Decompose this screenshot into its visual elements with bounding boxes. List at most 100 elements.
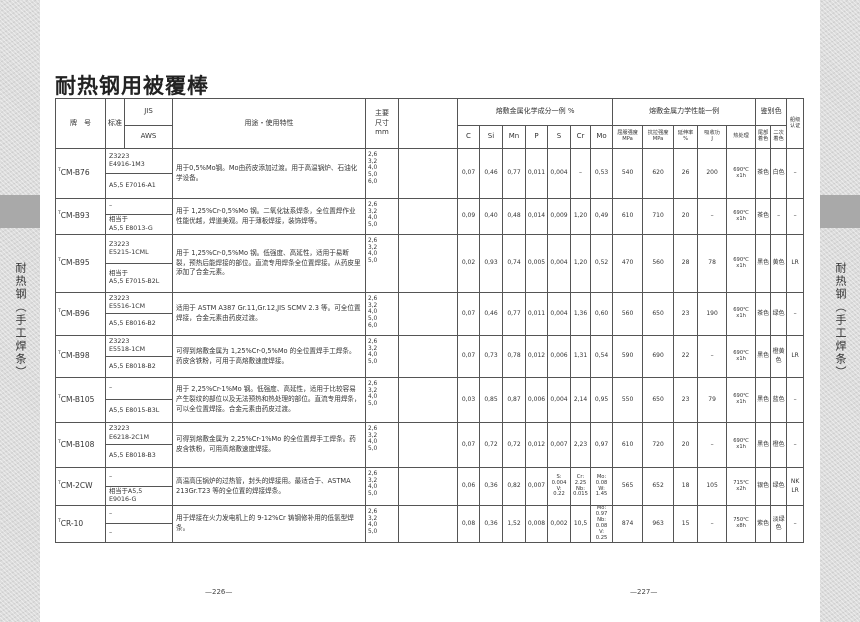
usage-text: 用于 1,25%Cr-0,5%Mo 钢。二氧化钛系焊条，全位置焊作业性能优越，焊… [172, 198, 366, 235]
class-cert: NK LR [786, 467, 805, 506]
chem-p: 0,012 [525, 422, 548, 468]
jis-standard: Z3223 E5516-1CM [105, 292, 173, 314]
mech-yield: 590 [612, 335, 644, 378]
chem-mn: 0,77 [502, 148, 526, 199]
chem-mo: 0,49 [589, 198, 614, 235]
mech-impact: 200 [697, 148, 728, 199]
chem-mo: 0,97 [589, 422, 614, 468]
brand-name: CM-B96 [60, 308, 90, 318]
brand-cell: TCR-10 [55, 505, 106, 543]
header-usage: 用途・使用特性 [172, 98, 366, 149]
size-list: 2,6 3,2 4,0 5,0 [365, 198, 399, 235]
header-c: C [457, 125, 480, 149]
usage-text: 用于 2,25%Cr-1%Mo 钢。低强度、高延性，适用于比较容易产生裂纹的部位… [172, 377, 366, 423]
blank-cell [398, 198, 458, 235]
chem-s: 0,009 [547, 198, 571, 235]
second-color: 蓝色 [770, 377, 788, 423]
header-impact: 吸收功 J [697, 125, 728, 149]
mech-tensile: 690 [642, 335, 675, 378]
class-cert: – [786, 422, 805, 468]
chem-s: 0,004 [547, 292, 571, 336]
chem-p: 0,008 [525, 505, 548, 543]
chem-si: 0,73 [479, 335, 503, 378]
aws-standard: 相当于 A5,5 E8013-G [105, 214, 173, 235]
aws-standard: A5,5 E8018-B3 [105, 444, 173, 468]
aws-standard: A5,5 E8016-B2 [105, 313, 173, 336]
size-list: 2,6 3,2 4,0 5,0 6,0 [365, 292, 399, 336]
blank-cell [398, 148, 458, 199]
brand-name: CM-B76 [60, 168, 90, 178]
chem-c: 0,06 [457, 467, 480, 506]
mech-impact: – [697, 505, 728, 543]
brand-name: CM-B95 [60, 258, 90, 268]
chem-c: 0,02 [457, 234, 480, 293]
mech-yield: 610 [612, 198, 644, 235]
chem-c: 0,07 [457, 422, 480, 468]
mech-heat-treatment: 690℃ x1h [726, 377, 757, 423]
header-tail-color: 尾部 着色 [755, 125, 772, 149]
class-cert: – [786, 505, 805, 543]
chem-c: 0,07 [457, 335, 480, 378]
size-list: 2,6 3,2 4,0 5,0 [365, 422, 399, 468]
chem-cr: 1,20 [570, 234, 591, 293]
usage-text: 可得到熔敷金属为 2,25%Cr-1%Mo 的全位置焊手工焊条。药皮含铁粉，可用… [172, 422, 366, 468]
chem-mo: Mo: 0.97 Nb: 0.08 V: 0.25 [589, 505, 614, 543]
chem-mo: Mo: 0.08 W: 1.45 [589, 467, 614, 506]
mech-tensile: 963 [642, 505, 675, 543]
aws-standard: – [105, 523, 173, 543]
class-cert: – [786, 198, 805, 235]
chem-mn: 0,87 [502, 377, 526, 423]
side-tab-marker [820, 195, 860, 228]
chem-p: 0,011 [525, 292, 548, 336]
class-cert: LR [786, 234, 805, 293]
mech-elongation: 28 [673, 234, 699, 293]
mech-impact: – [697, 422, 728, 468]
usage-text: 高温高压锅炉的过热管，封头的焊接用。最适合于、ASTMA 213Gr.T23 等… [172, 467, 366, 506]
mech-heat-treatment: 690℃ x1h [726, 292, 757, 336]
chem-cr: – [570, 148, 591, 199]
mech-elongation: 18 [673, 467, 699, 506]
header-cert: 船级 认证 [786, 98, 805, 149]
class-cert: – [786, 148, 805, 199]
mech-tensile: 720 [642, 422, 675, 468]
trademark-mark: T [58, 481, 61, 487]
header-heat-treatment: 热处理 [726, 125, 757, 149]
jis-standard: – [105, 467, 173, 487]
chem-si: 0,36 [479, 467, 503, 506]
chem-si: 0,46 [479, 292, 503, 336]
brand-name: CR-10 [60, 518, 84, 528]
trademark-mark: T [58, 518, 61, 524]
header-mech: 熔敷金属力学性能一例 [612, 98, 757, 126]
chem-mn: 0,82 [502, 467, 526, 506]
chem-si: 0,93 [479, 234, 503, 293]
trademark-mark: T [58, 211, 61, 217]
header-blank [398, 98, 458, 149]
blank-cell [398, 422, 458, 468]
header-p: P [525, 125, 548, 149]
tail-color: 银色 [755, 467, 772, 506]
blank-cell [398, 234, 458, 293]
mech-impact: 190 [697, 292, 728, 336]
chem-mn: 0,77 [502, 292, 526, 336]
table-row: TCM-B95 Z3223 E5215-1CML 用于 1,25%Cr-0,5%Mo… [55, 234, 805, 293]
brand-cell: TCM-B76 [55, 148, 106, 199]
aws-standard: A5,5 E7016-A1 [105, 173, 173, 199]
chem-cr: 2,23 [570, 422, 591, 468]
header-chem: 熔敷金属化学成分一例 % [456, 98, 614, 126]
header-second-color: 二次 着色 [770, 125, 788, 149]
brand-cell: TCM-B95 [55, 234, 106, 293]
second-color: – [770, 198, 788, 235]
header-standard: 标准 [105, 98, 125, 149]
header-color: 鉴别色 [755, 98, 788, 126]
chem-mo: 0,95 [589, 377, 614, 423]
chem-s: 0,004 [547, 377, 571, 423]
header-brand: 牌 号 [55, 98, 106, 149]
chem-cr: 1,20 [570, 198, 591, 235]
second-color: 橙黄色 [770, 335, 788, 378]
jis-standard: – [105, 198, 173, 215]
brand-cell: TCM-B108 [55, 422, 106, 468]
jis-standard: – [105, 505, 173, 524]
header-s: S [547, 125, 571, 149]
brand-name: CM-B105 [60, 394, 95, 404]
size-list: 2,6 3,2 4,0 5,0 [365, 467, 399, 506]
